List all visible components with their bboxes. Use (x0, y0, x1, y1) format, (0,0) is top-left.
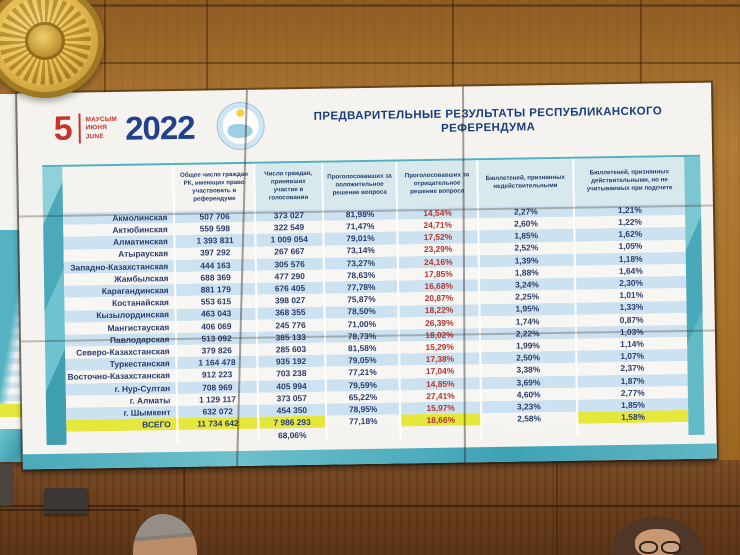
led-presentation-screen: 5 МАУСЫМ ИЮНЯ JUNE 2022 ПРЕДВАРИТЕЛЬНЫЕ … (17, 82, 717, 470)
wall-panel-groove (100, 62, 740, 64)
participated-cell: 477 290 (255, 269, 324, 283)
date-year: 2022 (124, 108, 195, 147)
participated-cell: 454 350 (257, 403, 327, 417)
col-header-voted-yes: Проголосовавших за положительное решение… (322, 161, 398, 209)
date-month-ru: ИЮНЯ (85, 124, 108, 132)
slide-header: 5 МАУСЫМ ИЮНЯ JUNE 2022 ПРЕДВАРИТЕЛЬНЫЕ … (17, 83, 712, 166)
turnout-percent: 68,06% (258, 428, 327, 443)
participated-cell: 935 192 (257, 354, 326, 369)
voted-yes-cell: 79,01% (323, 231, 398, 246)
date-month-kk: МАУСЫМ (85, 115, 118, 124)
participated-cell: 703 238 (257, 367, 326, 381)
col-header-participated: Число граждан, принявших участие в голос… (253, 162, 323, 210)
participated-cell: 285 603 (256, 342, 326, 356)
voted-yes-cell: 78,50% (324, 305, 399, 319)
wall-panel-groove (0, 505, 740, 507)
participated-cell: 368 355 (256, 306, 325, 320)
participated-cell: 405 994 (257, 379, 326, 393)
participated-cell: 1 009 054 (255, 233, 324, 247)
kazakhstan-golden-emblem (0, 0, 104, 98)
wall-panel-joint (452, 0, 454, 88)
participated-cell: 267 667 (255, 245, 324, 259)
col-header-valid-not-counted: Бюллетеней, признанных действительными, … (572, 157, 685, 205)
date-badge: 5 МАУСЫМ ИЮНЯ JUNE 2022 (53, 108, 195, 148)
col-header-invalid-ballots: Бюллетеней, признанных недействительными (477, 158, 574, 207)
voted-yes-cell: 79,05% (325, 353, 400, 368)
glasses-icon (639, 540, 681, 554)
voted-yes-cell: 77,21% (325, 365, 400, 380)
col-header-voted-no: Проголосовавших за отрицательное решение… (396, 160, 478, 208)
voted-yes-cell: 75,87% (324, 292, 399, 307)
date-months: МАУСЫМ ИЮНЯ JUNE (85, 116, 117, 141)
emblem-disc (0, 0, 104, 98)
voted-yes-cell: 71,47% (322, 219, 398, 234)
participated-cell: 305 576 (255, 257, 324, 271)
shelf-edge (0, 509, 140, 511)
wall-panel-joint (206, 0, 208, 92)
participated-cell: 373 057 (257, 391, 326, 405)
voted-yes-cell: 71,00% (324, 317, 400, 331)
date-day: 5 (53, 109, 73, 148)
election-commission-logo-icon (216, 101, 265, 151)
results-table: Общее число граждан РК, имеющих право уч… (62, 157, 689, 446)
results-table-zone: Общее число граждан РК, имеющих право уч… (42, 154, 705, 446)
wall-panel-joint (183, 462, 185, 555)
total-participated: 7 986 293 (257, 415, 327, 430)
participated-cell: 245 776 (256, 318, 325, 332)
voted-yes-cell: 81,58% (324, 341, 400, 355)
date-month-en: JUNE (85, 132, 104, 141)
table-body: Акмолинская 507 706 373 027 81,98% 14,54… (62, 202, 689, 420)
col-header-region (62, 165, 174, 213)
wall-panel-joint (556, 462, 558, 555)
participated-cell: 398 027 (256, 293, 325, 308)
desk-device (44, 488, 88, 514)
participated-cell: 676 405 (255, 281, 325, 296)
table-right-accent-band (684, 156, 705, 436)
slide-title: ПРЕДВАРИТЕЛЬНЫЕ РЕЗУЛЬТАТЫ РЕСПУБЛИКАНСК… (313, 105, 663, 135)
wall-panel-groove (0, 4, 740, 7)
participated-cell: 322 549 (254, 220, 324, 235)
date-divider (78, 113, 81, 144)
wall-panel-joint (640, 0, 642, 86)
podium-fixture (0, 464, 14, 506)
wall-panel-joint (104, 0, 106, 92)
